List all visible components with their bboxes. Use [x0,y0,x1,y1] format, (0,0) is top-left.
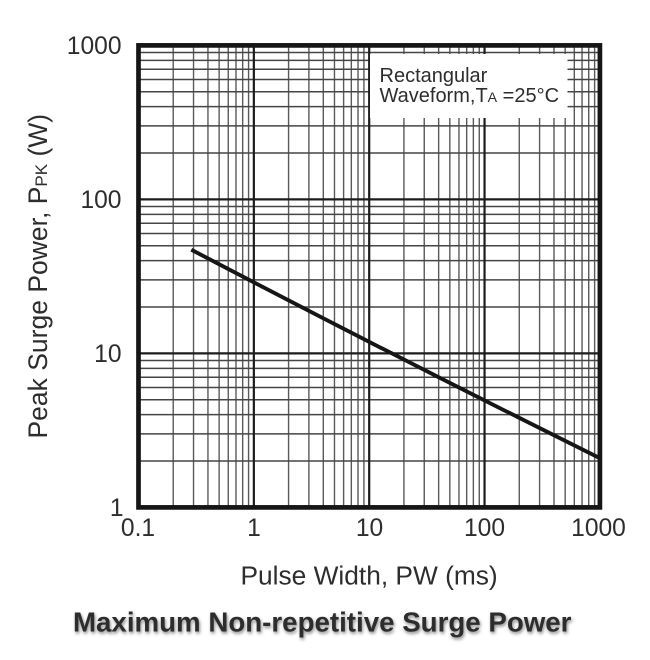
svg-text:1000: 1000 [67,33,122,60]
svg-text:100: 100 [80,187,121,214]
svg-text:Rectangular: Rectangular [380,65,488,87]
svg-text:Pulse Width, PW (ms): Pulse Width, PW (ms) [241,560,498,590]
svg-text:0.1: 0.1 [121,515,155,542]
svg-text:Maximum Non-repetitive Surge P: Maximum Non-repetitive Surge Power [73,606,572,637]
svg-text:10: 10 [356,515,383,542]
svg-text:1: 1 [247,515,261,542]
svg-text:1000: 1000 [571,515,626,542]
svg-text:100: 100 [464,515,505,542]
svg-text:10: 10 [94,341,121,368]
svg-text:1: 1 [110,495,124,522]
svg-text:Peak Surge Power, PPK (W): Peak Surge Power, PPK (W) [23,114,53,439]
svg-text:Waveform,TA =25°C: Waveform,TA =25°C [380,85,560,107]
